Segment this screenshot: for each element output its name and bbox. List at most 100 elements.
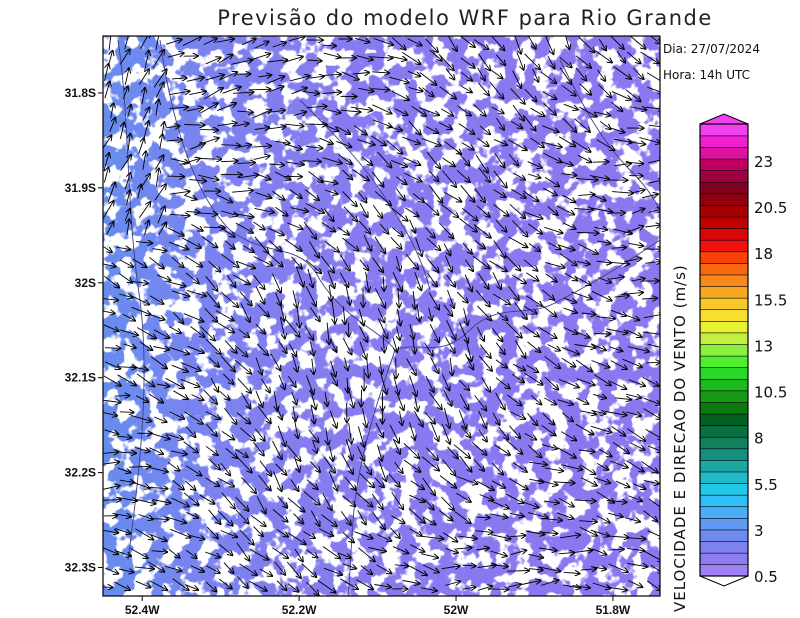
wind-arrow [402,52,420,64]
wind-arrow [275,463,287,475]
wind-arrow [578,450,595,452]
wind-arrow [478,53,491,71]
wind-arrow [144,221,149,236]
wind-arrow [270,353,281,371]
wind-arrow [254,236,268,253]
wind-arrow [166,126,179,128]
wind-arrow [465,259,473,272]
wind-arrow [409,219,416,233]
wind-arrow [186,289,206,296]
colorbar-label: 15.5 [754,291,787,309]
wind-arrow [372,205,382,218]
wind-arrow [521,581,541,585]
wind-arrow [428,292,439,309]
wind-arrow [132,282,148,284]
wind-arrow [420,553,438,558]
wind-arrow [226,274,236,287]
wind-arrow [272,43,286,48]
wind-arrow [579,521,597,522]
wind-arrow [424,498,434,510]
colorbar-swatch [699,181,749,195]
wind-arrow [394,461,403,473]
wind-arrow [625,89,641,102]
wind-arrow [456,169,470,182]
wind-arrow [322,546,340,559]
wind-arrow [606,500,627,502]
longitude-axis: 52.4W 52.2W 52W 51.8W [125,596,631,617]
colorbar-swatch [699,251,749,264]
wind-arrow [410,544,424,552]
wind-arrow [312,440,317,453]
wind-arrow [529,479,543,482]
colorbar-label: 8 [754,430,764,448]
wind-arrow [172,480,184,489]
wind-arrow [250,515,266,526]
colorbar-swatch [699,401,749,415]
wind-arrow [561,84,576,95]
wind-arrow [524,88,537,101]
wind-arrow [254,42,268,49]
wind-arrow [473,224,491,237]
wind-arrow [527,36,536,49]
wind-arrow [397,326,400,340]
wind-arrow [430,422,439,441]
wind-arrow [419,72,437,86]
wind-arrow [610,127,624,132]
wind-arrow [165,377,185,388]
wind-arrow [446,320,456,339]
wind-arrow [222,87,241,94]
wind-arrow [495,392,505,410]
wind-arrow [523,259,538,271]
wind-arrow [540,71,556,83]
wind-arrow [259,460,271,476]
wind-arrow [488,499,509,508]
wind-arrow [150,432,170,439]
wind-arrow [255,390,263,407]
wind-arrow [647,530,660,538]
lat-tick-label: 32.2S [65,466,96,480]
wind-arrow [491,480,505,488]
wind-arrow [645,107,660,109]
wind-arrow [116,247,130,249]
wind-arrow [117,467,131,473]
wind-arrow [530,107,545,116]
wind-arrow [350,107,372,110]
wind-arrow [103,324,119,331]
wind-arrow [191,224,202,230]
wind-arrow [241,476,256,493]
wind-arrow [609,346,622,352]
wind-arrow [647,343,660,348]
lat-tick-label: 31.9S [65,181,96,195]
wind-arrow [104,429,119,434]
wind-arrow [495,359,507,368]
wind-arrow [396,188,405,201]
wind-arrow [366,271,369,292]
wind-arrow [592,567,606,569]
wind-arrow [410,480,424,489]
wind-arrow [310,341,313,356]
wind-arrow [303,221,316,239]
wind-arrow [479,344,491,358]
wind-arrow [578,36,595,52]
wind-arrow [119,123,124,139]
colorbar-swatch [699,459,749,473]
colorbar-swatch [699,297,749,311]
wind-arrow [103,411,117,416]
wind-arrow [237,163,255,164]
wind-arrow [103,452,119,454]
colorbar-swatch [699,552,749,566]
wind-arrow [185,465,201,476]
wind-arrow [120,155,132,171]
wind-arrow [114,528,130,534]
wind-arrow [252,441,263,456]
wind-arrow [425,447,438,461]
wind-arrow [169,191,190,194]
wind-arrow [542,152,562,162]
wind-arrow [505,493,524,504]
wind-arrow [347,377,348,393]
wind-arrow [239,563,257,575]
wind-arrow [285,124,303,126]
wind-arrow [184,411,203,424]
wind-arrow [208,357,219,367]
wind-arrow [462,242,472,254]
